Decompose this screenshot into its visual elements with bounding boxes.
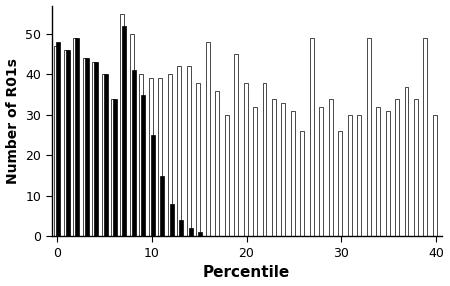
Bar xyxy=(141,95,145,237)
Bar xyxy=(357,115,361,237)
Bar xyxy=(198,233,202,237)
Bar xyxy=(130,34,134,237)
Bar xyxy=(187,66,191,237)
Bar xyxy=(94,62,98,237)
Bar xyxy=(281,103,285,237)
Bar xyxy=(179,220,183,237)
Bar xyxy=(92,62,96,237)
Bar xyxy=(301,131,304,237)
Bar xyxy=(54,46,58,237)
Bar xyxy=(168,74,172,237)
Bar xyxy=(85,58,89,237)
Bar xyxy=(253,107,257,237)
Bar xyxy=(386,111,390,237)
Bar xyxy=(433,115,437,237)
Bar xyxy=(395,99,399,237)
Y-axis label: Number of R01s: Number of R01s xyxy=(5,58,19,184)
Bar xyxy=(111,99,115,237)
Bar xyxy=(151,135,155,237)
Bar xyxy=(121,14,125,237)
Bar xyxy=(160,176,164,237)
Bar xyxy=(140,74,144,237)
Bar xyxy=(196,83,200,237)
Bar xyxy=(73,38,77,237)
Bar xyxy=(376,107,380,237)
Bar xyxy=(338,131,342,237)
Bar xyxy=(83,58,86,237)
Bar xyxy=(64,50,68,237)
Bar xyxy=(66,50,70,237)
Bar xyxy=(102,74,106,237)
Bar xyxy=(262,83,266,237)
Bar xyxy=(132,70,136,237)
Bar xyxy=(170,204,174,237)
Bar xyxy=(75,38,79,237)
Bar xyxy=(423,38,428,237)
X-axis label: Percentile: Percentile xyxy=(203,265,290,281)
Bar xyxy=(234,54,238,237)
Bar xyxy=(272,99,276,237)
Bar xyxy=(177,66,181,237)
Bar xyxy=(414,99,418,237)
Bar xyxy=(104,74,108,237)
Bar xyxy=(158,78,162,237)
Bar xyxy=(320,107,323,237)
Bar xyxy=(149,78,153,237)
Bar xyxy=(113,99,117,237)
Bar xyxy=(243,83,248,237)
Bar xyxy=(405,87,409,237)
Bar xyxy=(291,111,295,237)
Bar xyxy=(348,115,352,237)
Bar xyxy=(56,42,60,237)
Bar xyxy=(310,38,314,237)
Bar xyxy=(189,228,193,237)
Bar xyxy=(367,38,371,237)
Bar xyxy=(122,26,126,237)
Bar xyxy=(215,91,219,237)
Bar xyxy=(206,42,210,237)
Bar xyxy=(225,115,229,237)
Bar xyxy=(329,99,333,237)
